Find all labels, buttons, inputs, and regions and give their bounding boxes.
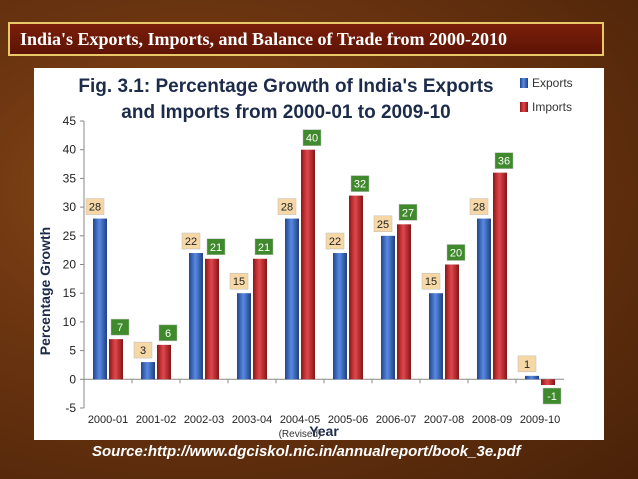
chart-svg: Fig. 3.1: Percentage Growth of India's E…	[37, 76, 573, 440]
x-tick-label: 2002-03	[184, 414, 224, 426]
exports-data-label: 28	[469, 198, 489, 215]
exports-bar	[381, 235, 395, 380]
imports-data-label: 20	[446, 244, 466, 261]
chart-title-line2: and Imports from 2000-01 to 2009-10	[121, 102, 450, 123]
exports-data-label: 1	[517, 355, 537, 373]
svg-text:28: 28	[89, 202, 101, 214]
imports-data-label: 27	[398, 204, 418, 221]
y-tick-label: 35	[63, 171, 77, 185]
exports-data-label: 3	[133, 341, 153, 359]
y-tick-label: 0	[69, 372, 76, 386]
imports-bar	[349, 195, 363, 380]
x-tick-label: 2000-01	[88, 414, 128, 426]
svg-text:7: 7	[117, 322, 123, 334]
imports-bar	[493, 172, 507, 380]
slide-title: India's Exports, Imports, and Balance of…	[8, 22, 604, 56]
legend-exports-swatch	[520, 78, 528, 88]
x-tick-label: 2003-04	[232, 414, 272, 426]
imports-data-label: 21	[206, 238, 226, 256]
svg-text:21: 21	[258, 242, 270, 254]
legend: Exports Imports	[520, 76, 573, 114]
exports-bar	[333, 253, 347, 380]
x-tick-note: (Revised)	[279, 429, 322, 440]
svg-text:15: 15	[233, 276, 245, 288]
y-tick-label: 15	[63, 286, 77, 300]
svg-text:27: 27	[402, 207, 414, 219]
exports-data-label: 15	[421, 272, 441, 290]
svg-text:25: 25	[377, 219, 389, 231]
imports-bar	[253, 258, 267, 380]
imports-bar	[541, 379, 555, 386]
svg-text:6: 6	[165, 328, 171, 340]
imports-bar	[157, 344, 171, 380]
exports-data-label: 22	[181, 232, 201, 250]
exports-bar	[525, 375, 539, 380]
imports-data-label: 32	[350, 175, 370, 192]
y-tick-label: 40	[63, 143, 77, 157]
x-axis-label: Year	[309, 423, 339, 439]
svg-text:28: 28	[473, 202, 485, 214]
y-tick-label: 20	[63, 258, 77, 272]
x-tick-label: 2008-09	[472, 414, 512, 426]
exports-bar	[237, 293, 251, 380]
imports-data-label: 7	[110, 318, 130, 336]
svg-text:28: 28	[281, 202, 293, 214]
svg-text:21: 21	[210, 242, 222, 254]
exports-data-label: 28	[277, 198, 297, 215]
imports-bar	[205, 258, 219, 380]
svg-text:22: 22	[185, 236, 197, 248]
y-tick-label: 10	[63, 315, 77, 329]
imports-bar	[445, 264, 459, 380]
x-tick-label: 2004-05	[280, 414, 320, 426]
exports-bar	[141, 362, 155, 380]
exports-data-label: 22	[325, 232, 345, 250]
y-tick-label: 30	[63, 200, 77, 214]
imports-data-label: 40	[302, 129, 322, 146]
svg-text:20: 20	[450, 248, 462, 260]
y-tick-label: 25	[63, 229, 77, 243]
y-tick-label: 5	[69, 344, 76, 358]
chart-title-line1: Fig. 3.1: Percentage Growth of India's E…	[78, 76, 493, 97]
imports-bar	[397, 224, 411, 380]
exports-data-label: 28	[85, 198, 105, 215]
legend-imports-label: Imports	[532, 100, 572, 114]
imports-data-label: -1	[542, 387, 562, 405]
x-tick-label: 2001-02	[136, 414, 176, 426]
svg-text:36: 36	[498, 156, 510, 168]
chart: Fig. 3.1: Percentage Growth of India's E…	[34, 68, 604, 440]
exports-data-label: 25	[373, 215, 393, 233]
x-tick-label: 2007-08	[424, 414, 464, 426]
exports-bar	[93, 218, 107, 380]
imports-data-label: 6	[158, 324, 178, 342]
svg-text:1: 1	[524, 359, 530, 371]
legend-exports-label: Exports	[532, 76, 573, 90]
y-axis-label: Percentage Growth	[37, 227, 53, 355]
exports-bar	[285, 218, 299, 380]
svg-text:3: 3	[140, 345, 146, 357]
svg-text:15: 15	[425, 276, 437, 288]
imports-bar	[109, 339, 123, 380]
exports-bar	[429, 293, 443, 380]
x-tick-label: 2006-07	[376, 414, 416, 426]
imports-bar	[301, 149, 315, 380]
exports-data-label: 15	[229, 272, 249, 290]
imports-data-label: 21	[254, 238, 274, 256]
exports-bar	[189, 253, 203, 380]
x-tick-label: 2009-10	[520, 414, 560, 426]
legend-imports-swatch	[520, 102, 528, 112]
y-tick-label: -5	[65, 401, 76, 415]
svg-text:22: 22	[329, 236, 341, 248]
exports-bar	[477, 218, 491, 380]
svg-text:32: 32	[354, 179, 366, 191]
imports-data-label: 36	[494, 152, 514, 169]
plot-area: -50510152025303540452000-012872001-02362…	[63, 114, 564, 440]
x-tick-label: 2005-06	[328, 414, 368, 426]
source-note: Source:http://www.dgciskol.nic.in/annual…	[92, 443, 521, 460]
y-tick-label: 45	[63, 114, 77, 128]
svg-text:-1: -1	[547, 391, 557, 403]
svg-text:40: 40	[306, 133, 318, 145]
